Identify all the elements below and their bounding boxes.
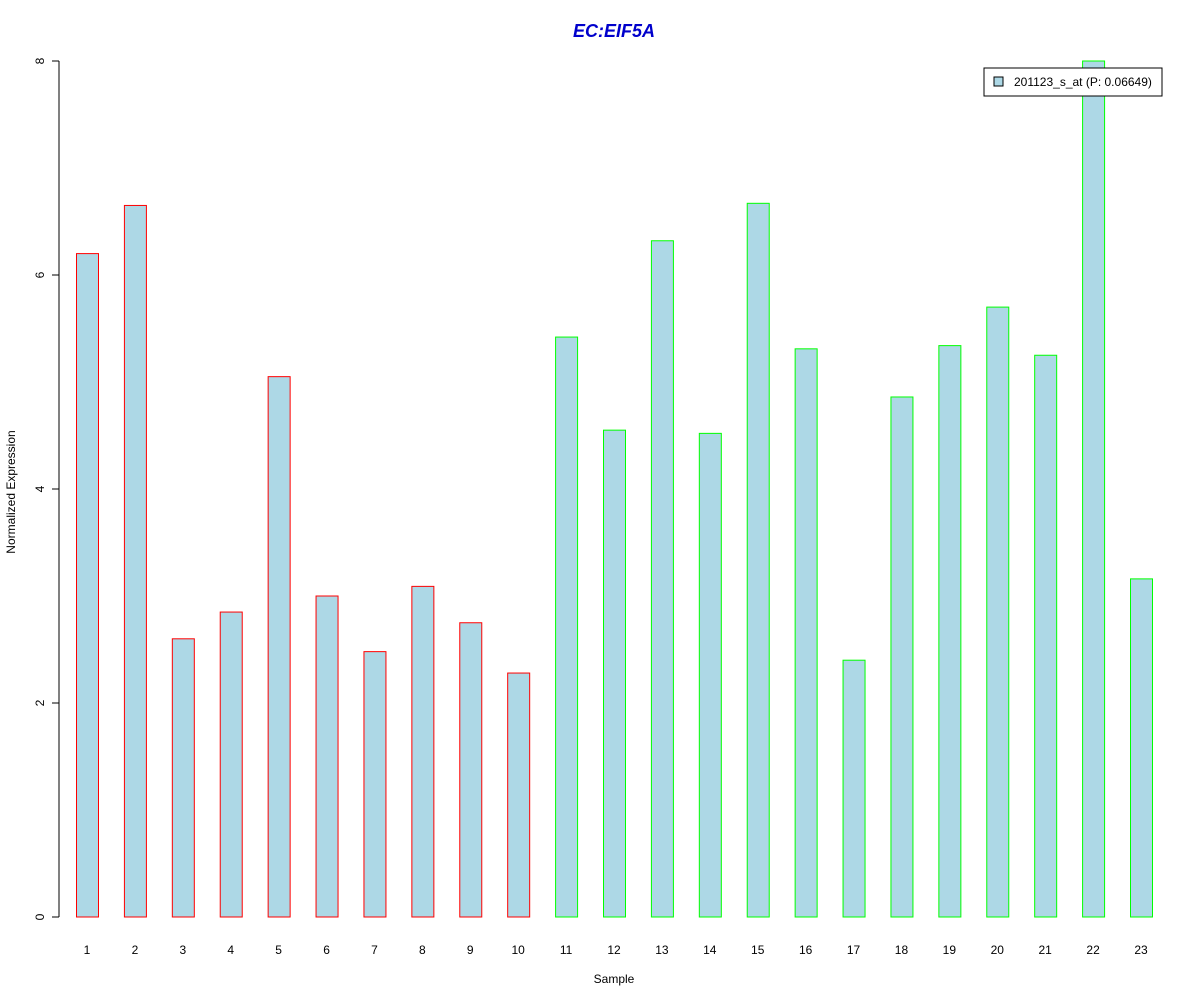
bar [1082, 60, 1106, 918]
bar [1034, 354, 1058, 918]
y-tick-label: 6 [33, 271, 47, 278]
bar [603, 429, 626, 918]
x-tick-label: 9 [467, 943, 474, 957]
x-axis-title: Sample [594, 972, 635, 986]
bar [411, 585, 435, 918]
bar [938, 345, 962, 918]
x-tick-label: 16 [799, 943, 813, 957]
bar [1130, 578, 1153, 918]
bar [890, 396, 914, 918]
bar [76, 253, 99, 918]
bars [76, 60, 1153, 918]
x-tick-label: 2 [132, 943, 139, 957]
x-tick-label: 11 [560, 943, 573, 957]
legend-swatch [993, 76, 1004, 87]
legend-label: 201123_s_at (P: 0.06649) [1014, 75, 1152, 89]
legend: 201123_s_at (P: 0.06649) [983, 67, 1163, 97]
bar [746, 202, 770, 918]
x-tick-label: 13 [655, 943, 669, 957]
x-tick-label: 14 [703, 943, 717, 957]
y-tick-label: 8 [33, 57, 47, 64]
bar [123, 204, 147, 918]
bar [507, 672, 531, 918]
y-tick-label: 4 [33, 485, 47, 492]
x-tick-label: 22 [1086, 943, 1100, 957]
x-axis-labels: 1 2 3 4 5 6 7 8 9 10 11 12 13 14 15 16 17 18 19 20 21 22 23 [84, 943, 1148, 957]
x-tick-label: 5 [275, 943, 282, 957]
bar [171, 638, 195, 918]
bar [219, 611, 243, 918]
x-tick-label: 10 [512, 943, 526, 957]
bar [986, 306, 1010, 918]
x-tick-label: 7 [371, 943, 378, 957]
x-tick-label: 23 [1134, 943, 1148, 957]
bar [794, 348, 818, 918]
bar [363, 651, 387, 918]
bar [315, 595, 339, 918]
bar [842, 659, 866, 918]
x-tick-label: 3 [179, 943, 186, 957]
x-tick-label: 17 [847, 943, 861, 957]
x-tick-label: 6 [323, 943, 330, 957]
x-tick-label: 21 [1039, 943, 1053, 957]
x-tick-label: 20 [991, 943, 1005, 957]
chart-title: EC:EIF5A [573, 21, 655, 41]
x-tick-label: 15 [751, 943, 765, 957]
bar [555, 336, 579, 918]
bar [459, 622, 483, 918]
y-tick-label: 2 [33, 699, 47, 706]
legend-box [983, 67, 1163, 97]
x-tick-label: 18 [895, 943, 909, 957]
bar [267, 376, 291, 918]
bar [698, 432, 722, 918]
bar [650, 240, 674, 918]
y-axis-title: Normalized Expression [4, 430, 18, 553]
x-tick-label: 8 [419, 943, 426, 957]
x-tick-label: 12 [607, 943, 621, 957]
x-tick-label: 1 [84, 943, 91, 957]
x-tick-label: 19 [943, 943, 957, 957]
x-tick-label: 4 [227, 943, 234, 957]
y-tick-label: 0 [33, 913, 47, 920]
y-axis: 0 2 4 6 8 [33, 57, 60, 920]
